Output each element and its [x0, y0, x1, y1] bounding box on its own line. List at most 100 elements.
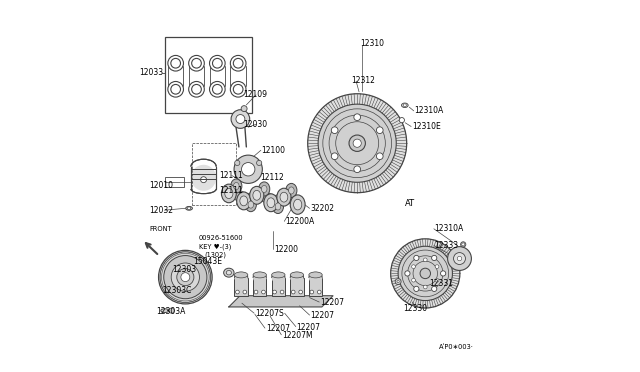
Text: 12030: 12030: [243, 120, 267, 129]
Ellipse shape: [309, 272, 322, 283]
Circle shape: [332, 153, 338, 160]
Circle shape: [262, 290, 266, 294]
Circle shape: [461, 243, 465, 246]
Ellipse shape: [240, 196, 248, 206]
Ellipse shape: [280, 192, 288, 202]
Ellipse shape: [223, 268, 234, 277]
Circle shape: [231, 110, 250, 128]
Polygon shape: [257, 189, 275, 206]
Ellipse shape: [461, 242, 466, 247]
Text: 12312: 12312: [351, 76, 375, 85]
Circle shape: [447, 247, 472, 270]
Ellipse shape: [161, 309, 169, 312]
Bar: [309, 278, 322, 296]
Text: 12207: 12207: [266, 324, 290, 333]
Circle shape: [241, 106, 247, 112]
Circle shape: [230, 55, 246, 71]
Circle shape: [424, 258, 427, 262]
Ellipse shape: [275, 203, 281, 210]
Text: 12330: 12330: [403, 304, 428, 312]
Ellipse shape: [309, 272, 322, 278]
Text: 32202: 32202: [310, 204, 334, 213]
Bar: [164, 37, 252, 113]
Circle shape: [318, 104, 396, 182]
Polygon shape: [229, 187, 248, 204]
Ellipse shape: [250, 186, 264, 204]
Circle shape: [209, 55, 225, 71]
Circle shape: [403, 104, 406, 107]
Circle shape: [431, 255, 437, 260]
Circle shape: [280, 290, 284, 294]
Circle shape: [257, 160, 262, 166]
Text: 12310A: 12310A: [415, 106, 444, 115]
Ellipse shape: [225, 188, 233, 199]
Circle shape: [236, 290, 239, 294]
Circle shape: [254, 290, 258, 294]
Ellipse shape: [231, 179, 242, 193]
Ellipse shape: [248, 201, 253, 208]
Circle shape: [353, 139, 362, 147]
Circle shape: [405, 271, 410, 276]
Bar: [191, 143, 236, 205]
Circle shape: [234, 84, 243, 94]
Circle shape: [424, 285, 427, 289]
Circle shape: [189, 55, 204, 71]
Circle shape: [235, 160, 240, 166]
Circle shape: [172, 263, 200, 291]
Polygon shape: [284, 190, 301, 208]
Ellipse shape: [259, 182, 270, 196]
Circle shape: [397, 280, 399, 283]
Circle shape: [412, 278, 415, 282]
Text: 12111: 12111: [219, 171, 243, 180]
Text: 12112: 12112: [260, 173, 284, 182]
Text: 12333: 12333: [435, 241, 459, 250]
Bar: [291, 278, 303, 296]
Text: 12207: 12207: [320, 298, 344, 307]
Bar: [271, 278, 285, 296]
Text: 00926-51600: 00926-51600: [199, 235, 244, 241]
Ellipse shape: [273, 199, 284, 214]
Ellipse shape: [234, 272, 248, 278]
Ellipse shape: [291, 272, 303, 278]
Circle shape: [376, 153, 383, 160]
Circle shape: [159, 250, 212, 304]
Bar: [164, 177, 184, 187]
Circle shape: [308, 94, 406, 193]
Circle shape: [168, 81, 184, 97]
Text: 12303: 12303: [173, 265, 197, 274]
Polygon shape: [229, 296, 333, 307]
Text: 12207S: 12207S: [255, 309, 284, 318]
Text: 12303C: 12303C: [162, 286, 191, 295]
Circle shape: [354, 114, 360, 121]
Circle shape: [299, 290, 303, 294]
Bar: [253, 278, 266, 296]
Circle shape: [435, 265, 439, 269]
Text: AʹP0∗003·: AʹP0∗003·: [439, 344, 474, 350]
Text: 12310E: 12310E: [412, 122, 440, 131]
Text: 12010: 12010: [150, 181, 173, 190]
Ellipse shape: [261, 185, 267, 193]
Circle shape: [188, 207, 191, 210]
Circle shape: [200, 177, 207, 183]
Text: 12207: 12207: [296, 323, 321, 332]
Circle shape: [395, 279, 401, 285]
Ellipse shape: [291, 272, 303, 283]
Ellipse shape: [253, 190, 260, 200]
Circle shape: [376, 127, 383, 134]
Circle shape: [181, 273, 190, 282]
Ellipse shape: [191, 165, 216, 191]
Circle shape: [317, 290, 321, 294]
Circle shape: [230, 81, 246, 97]
Ellipse shape: [289, 187, 294, 194]
Circle shape: [399, 118, 404, 123]
Text: 12331: 12331: [429, 279, 453, 288]
Circle shape: [291, 290, 295, 294]
Ellipse shape: [294, 199, 302, 210]
Text: KEY ♥-(3): KEY ♥-(3): [199, 243, 232, 250]
Circle shape: [354, 166, 360, 173]
Ellipse shape: [253, 272, 266, 283]
Circle shape: [212, 84, 222, 94]
Text: 12303A: 12303A: [156, 307, 186, 316]
Text: 12200A: 12200A: [285, 217, 314, 226]
Ellipse shape: [291, 195, 305, 214]
